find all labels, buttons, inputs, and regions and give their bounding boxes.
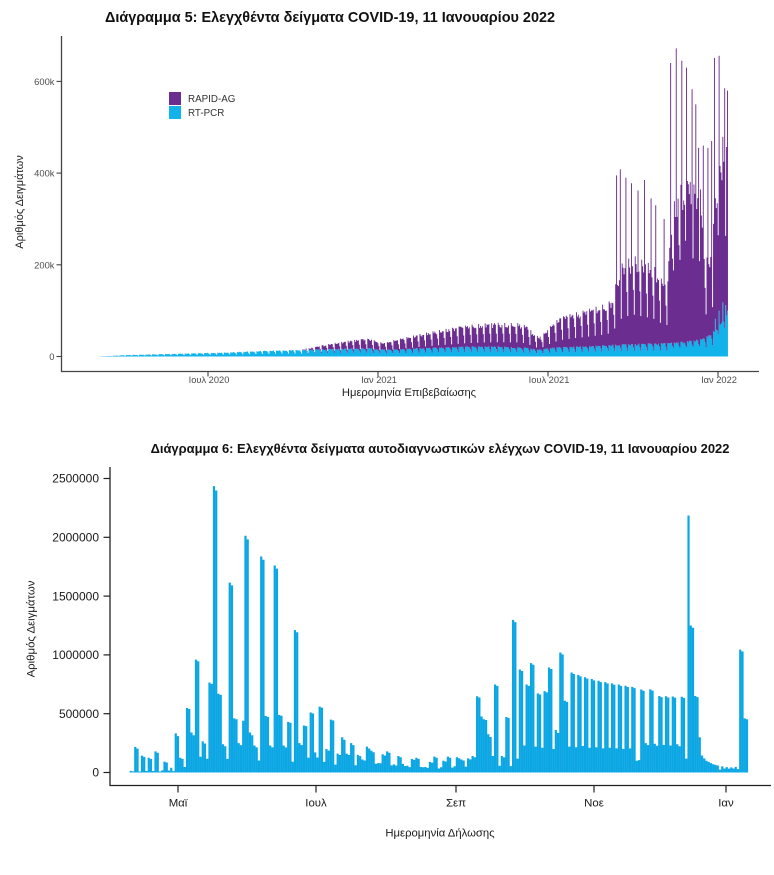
- svg-text:Διάγραμμα 6: Ελεγχθέντα δείγμα: Διάγραμμα 6: Ελεγχθέντα δείγματα αυτοδια…: [151, 441, 730, 456]
- svg-text:Ημερομηνία Επιβεβαίωσης: Ημερομηνία Επιβεβαίωσης: [342, 387, 477, 399]
- svg-text:200k: 200k: [34, 259, 55, 270]
- svg-text:500000: 500000: [59, 707, 99, 721]
- svg-text:RT-PCR: RT-PCR: [188, 108, 224, 119]
- svg-text:1000000: 1000000: [52, 648, 99, 662]
- svg-text:Ιαν 2021: Ιαν 2021: [361, 375, 397, 385]
- svg-text:0: 0: [92, 766, 99, 780]
- svg-text:Ιουλ: Ιουλ: [305, 798, 327, 810]
- svg-text:0: 0: [49, 351, 54, 362]
- svg-text:600k: 600k: [34, 76, 55, 87]
- svg-text:2500000: 2500000: [52, 472, 99, 486]
- svg-text:Ημερομηνία Δήλωσης: Ημερομηνία Δήλωσης: [385, 828, 495, 840]
- svg-text:RAPID-AG: RAPID-AG: [188, 94, 235, 105]
- svg-text:Αριθμός Δειγμάτων: Αριθμός Δειγμάτων: [14, 155, 26, 249]
- svg-text:Ιαν: Ιαν: [718, 798, 734, 810]
- svg-text:Μαϊ: Μαϊ: [169, 798, 188, 810]
- svg-text:1500000: 1500000: [52, 589, 99, 603]
- svg-text:400k: 400k: [34, 168, 55, 179]
- svg-text:Σεπ: Σεπ: [446, 798, 466, 810]
- svg-text:Διάγραμμα 5: Ελεγχθέντα δείγμα: Διάγραμμα 5: Ελεγχθέντα δείγματα COVID-1…: [105, 10, 555, 26]
- svg-text:2000000: 2000000: [52, 531, 99, 545]
- svg-text:Αριθμός Δειγμάτων: Αριθμός Δειγμάτων: [26, 580, 38, 677]
- svg-text:Ιουλ 2020: Ιουλ 2020: [189, 375, 230, 385]
- svg-text:Ιουλ 2021: Ιουλ 2021: [529, 375, 570, 385]
- svg-text:Ιαν 2022: Ιαν 2022: [701, 375, 737, 385]
- svg-text:Νοε: Νοε: [584, 798, 604, 810]
